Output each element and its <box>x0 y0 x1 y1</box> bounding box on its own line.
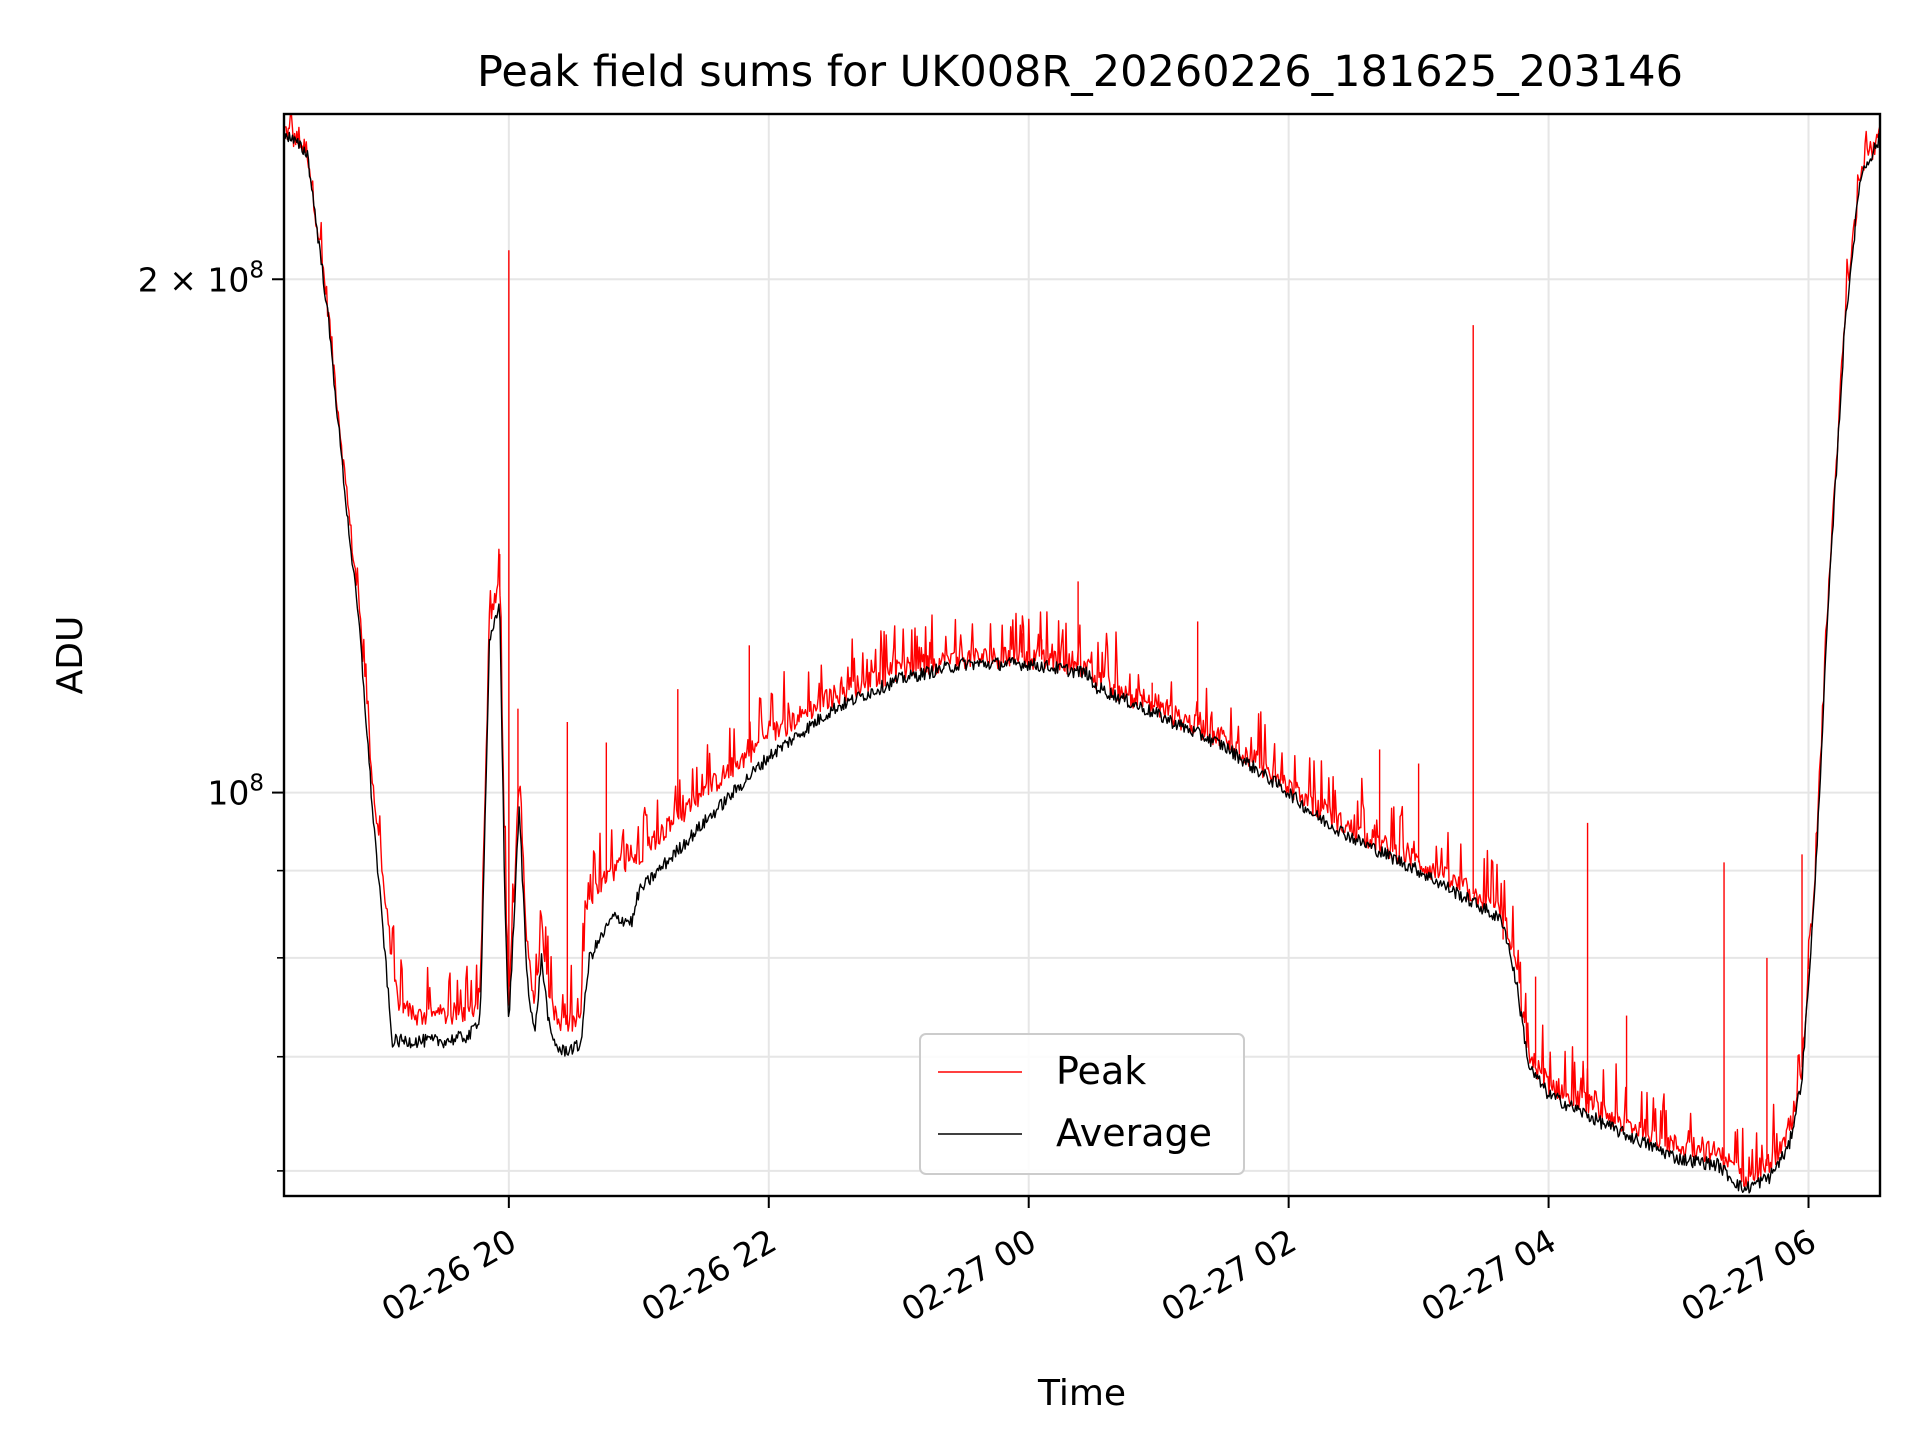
plot-area <box>283 113 1881 1194</box>
y-tick-label: 2 × 108 <box>138 257 264 299</box>
y-axis: 108 2 × 108 <box>138 257 284 1172</box>
chart-title: Peak field sums for UK008R_20260226_1816… <box>477 47 1683 97</box>
series-line-average <box>283 129 1881 1194</box>
grid <box>284 114 1880 1196</box>
legend: Peak Average <box>919 1033 1245 1175</box>
legend-box <box>919 1033 1245 1175</box>
series-line-peak <box>283 113 1881 1188</box>
y-tick-label: 108 <box>207 771 264 813</box>
legend-label-peak: Peak <box>1056 1049 1146 1093</box>
plot-frame <box>282 112 1882 1198</box>
x-axis-label: Time <box>1037 1373 1126 1414</box>
legend-label-average: Average <box>1056 1111 1212 1155</box>
y-axis-label: ADU <box>50 616 91 695</box>
